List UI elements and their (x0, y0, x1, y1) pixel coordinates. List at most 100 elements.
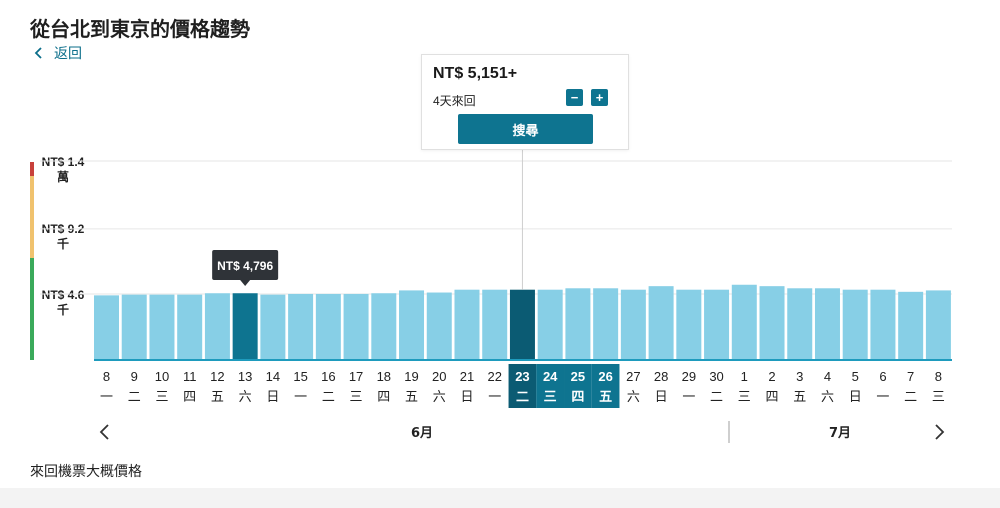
bar[interactable] (731, 284, 757, 359)
bar[interactable] (842, 289, 868, 359)
bar[interactable] (898, 291, 924, 359)
weekday-label[interactable]: 五 (405, 390, 418, 405)
weekday-label[interactable]: 二 (710, 390, 723, 405)
bar[interactable] (94, 295, 119, 359)
weekday-label[interactable]: 三 (350, 390, 363, 405)
day-label[interactable]: 21 (460, 369, 474, 384)
day-label[interactable]: 8 (103, 369, 110, 384)
weekday-label[interactable]: 一 (100, 390, 113, 405)
weekday-label[interactable]: 五 (793, 390, 806, 405)
day-label[interactable]: 6 (879, 369, 886, 384)
bar[interactable] (399, 290, 425, 359)
day-label[interactable]: 22 (487, 369, 501, 384)
day-label[interactable]: 9 (131, 369, 138, 384)
day-label[interactable]: 26 (598, 369, 612, 384)
weekday-label[interactable]: 日 (655, 390, 668, 405)
day-label[interactable]: 3 (796, 369, 803, 384)
bar[interactable] (482, 289, 508, 359)
bar[interactable] (537, 289, 563, 359)
selected-date-cell[interactable] (508, 364, 537, 408)
bar[interactable] (787, 288, 813, 359)
day-label[interactable]: 15 (293, 369, 307, 384)
selected-date-cell[interactable] (591, 364, 620, 408)
bar[interactable] (593, 288, 619, 359)
day-label[interactable]: 20 (432, 369, 446, 384)
bar[interactable] (260, 294, 286, 359)
weekday-label[interactable]: 一 (682, 390, 695, 405)
back-link[interactable]: 返回 (32, 43, 82, 63)
selected-date-cell[interactable] (536, 364, 565, 408)
weekday-label[interactable]: 六 (433, 390, 446, 405)
weekday-label[interactable]: 五 (599, 390, 612, 405)
weekday-label[interactable]: 日 (460, 390, 473, 405)
day-label[interactable]: 25 (571, 369, 585, 384)
weekday-label[interactable]: 四 (377, 390, 390, 405)
day-label[interactable]: 13 (238, 369, 252, 384)
day-label[interactable]: 27 (626, 369, 640, 384)
bar[interactable] (925, 290, 951, 359)
weekday-label[interactable]: 一 (876, 390, 889, 405)
bar[interactable] (343, 293, 369, 359)
search-button[interactable]: 搜尋 (458, 114, 593, 144)
weekday-label[interactable]: 四 (766, 390, 779, 405)
day-label[interactable]: 1 (741, 369, 748, 384)
day-label[interactable]: 7 (907, 369, 914, 384)
increase-days-button[interactable]: + (591, 89, 608, 106)
bar[interactable] (814, 288, 840, 359)
selected-date-cell[interactable] (564, 364, 592, 408)
weekday-label[interactable]: 一 (488, 390, 501, 405)
day-label[interactable]: 11 (183, 369, 197, 384)
weekday-label[interactable]: 六 (627, 390, 640, 405)
decrease-days-button[interactable]: − (566, 89, 583, 106)
day-label[interactable]: 8 (935, 369, 942, 384)
bar[interactable] (149, 294, 175, 359)
weekday-label[interactable]: 二 (322, 390, 335, 405)
bar[interactable] (648, 286, 674, 359)
day-label[interactable]: 23 (515, 369, 529, 384)
bar[interactable] (704, 289, 730, 359)
weekday-label[interactable]: 六 (239, 390, 252, 405)
day-label[interactable]: 5 (852, 369, 859, 384)
weekday-label[interactable]: 一 (294, 390, 307, 405)
bar[interactable] (759, 286, 785, 359)
day-label[interactable]: 17 (349, 369, 363, 384)
day-label[interactable]: 18 (377, 369, 391, 384)
weekday-label[interactable]: 日 (849, 390, 862, 405)
weekday-label[interactable]: 日 (266, 390, 279, 405)
day-label[interactable]: 24 (543, 369, 558, 384)
weekday-label[interactable]: 二 (904, 390, 917, 405)
day-label[interactable]: 30 (709, 369, 723, 384)
weekday-label[interactable]: 二 (516, 390, 529, 405)
day-label[interactable]: 14 (266, 369, 280, 384)
bar[interactable] (620, 289, 646, 359)
bar[interactable] (371, 293, 397, 359)
day-label[interactable]: 28 (654, 369, 668, 384)
weekday-label[interactable]: 三 (932, 390, 945, 405)
day-label[interactable]: 19 (404, 369, 418, 384)
weekday-label[interactable]: 四 (571, 390, 584, 405)
bar[interactable] (315, 293, 341, 359)
weekday-label[interactable]: 三 (544, 390, 557, 405)
bar[interactable] (288, 293, 314, 359)
weekday-label[interactable]: 三 (738, 390, 751, 405)
weekday-label[interactable]: 六 (821, 390, 834, 405)
weekday-label[interactable]: 四 (183, 390, 196, 405)
bar[interactable] (177, 294, 203, 359)
chevron-right-icon[interactable] (935, 424, 945, 440)
bar[interactable] (426, 292, 452, 359)
bar[interactable] (676, 289, 702, 359)
bar[interactable] (454, 289, 480, 359)
bar[interactable] (232, 293, 258, 359)
chevron-left-icon[interactable] (99, 424, 109, 440)
bar[interactable] (870, 289, 896, 359)
day-label[interactable]: 29 (682, 369, 696, 384)
bar[interactable] (121, 294, 147, 359)
day-label[interactable]: 16 (321, 369, 335, 384)
day-label[interactable]: 2 (768, 369, 775, 384)
day-label[interactable]: 4 (824, 369, 831, 384)
day-label[interactable]: 10 (155, 369, 169, 384)
bar[interactable] (509, 289, 535, 359)
weekday-label[interactable]: 五 (211, 390, 224, 405)
bar[interactable] (204, 293, 230, 359)
bar[interactable] (565, 288, 591, 359)
